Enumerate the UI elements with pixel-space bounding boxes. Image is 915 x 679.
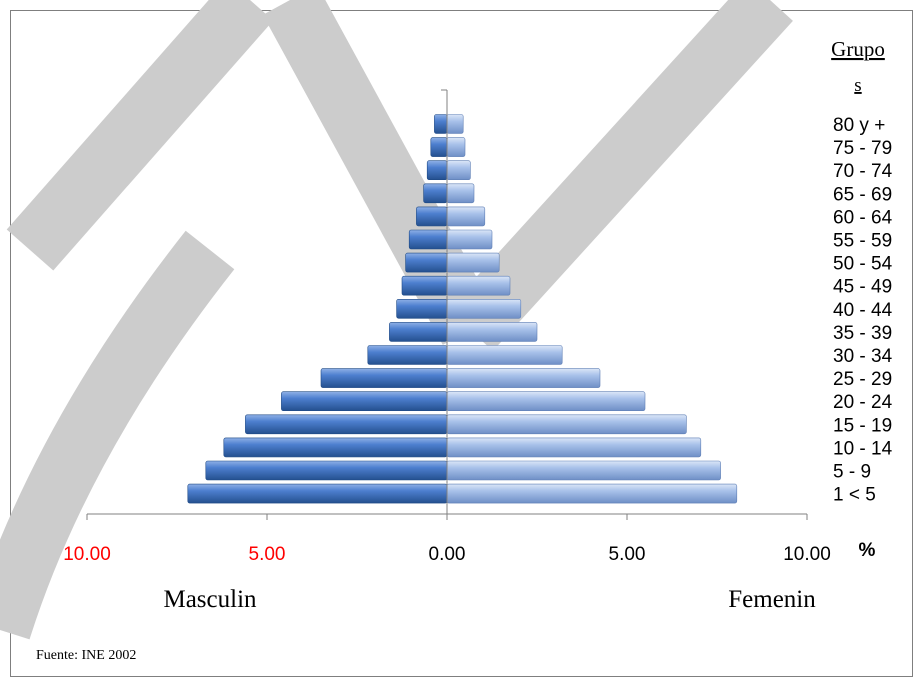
axes-group: 10.00 5.00 0.00 5.00 10.00: [63, 89, 831, 565]
category-label: 65 - 69: [833, 184, 892, 205]
category-label: 70 - 74: [833, 161, 893, 182]
bar-femenin: [446, 414, 687, 435]
x-unit-label: %: [859, 540, 876, 561]
bar-femenin: [446, 298, 522, 319]
category-label: 55 - 59: [833, 231, 892, 252]
bar-masculin: [405, 252, 448, 273]
category-label: 40 - 44: [833, 300, 893, 321]
bar-masculin: [434, 114, 448, 134]
bar-masculin: [396, 298, 448, 319]
bar-masculin: [416, 206, 448, 227]
bar-masculin: [223, 437, 448, 458]
bar-masculin: [430, 137, 448, 157]
watermark-stroke: [262, 0, 498, 345]
bar-masculin: [389, 322, 448, 342]
x-tick-label: 0.00: [429, 544, 466, 565]
category-label: 60 - 64: [833, 207, 893, 228]
legend-title-line2: s: [854, 75, 861, 96]
bar-femenin: [446, 206, 486, 227]
bar-masculin: [187, 483, 448, 504]
category-label: 15 - 19: [833, 415, 892, 436]
bar-masculin: [281, 391, 448, 412]
x-tick-label: 10.00: [783, 544, 831, 565]
bar-masculin: [245, 414, 448, 435]
bar-femenin: [446, 137, 466, 157]
bar-femenin: [446, 275, 511, 296]
category-label: 5 - 9: [833, 462, 871, 483]
x-tick-label: 5.00: [249, 544, 286, 565]
bar-femenin: [446, 391, 646, 412]
category-label: 35 - 39: [833, 323, 892, 344]
bar-masculin: [423, 183, 448, 204]
bars-group: [187, 114, 738, 504]
femenin-label: Femenin: [728, 586, 816, 613]
bar-masculin: [367, 345, 448, 365]
bar-masculin: [408, 229, 448, 250]
category-label: 30 - 34: [833, 346, 893, 367]
category-label: 45 - 49: [833, 277, 892, 298]
category-label: 25 - 29: [833, 369, 892, 390]
category-label: 10 - 14: [833, 438, 893, 459]
bar-femenin: [446, 229, 493, 250]
category-label: 1 < 5: [833, 485, 876, 506]
bar-femenin: [446, 368, 601, 388]
bar-femenin: [446, 160, 471, 180]
bar-femenin: [446, 345, 563, 365]
bar-femenin: [446, 183, 475, 204]
category-label: 80 y +: [833, 115, 885, 136]
bar-femenin: [446, 252, 500, 273]
bar-femenin: [446, 114, 464, 134]
bar-femenin: [446, 483, 738, 504]
watermark-stroke: [6, 0, 274, 271]
x-tick-label: 5.00: [609, 544, 646, 565]
bar-masculin: [401, 275, 448, 296]
bar-masculin: [320, 368, 448, 388]
watermark-stroke: [0, 230, 235, 640]
x-tick-label: 10.00: [63, 544, 111, 565]
category-label: 20 - 24: [833, 392, 893, 413]
bar-masculin: [205, 460, 448, 481]
bar-femenin: [446, 322, 538, 342]
bar-femenin: [446, 437, 702, 458]
bar-masculin: [426, 160, 448, 180]
watermark: [0, 0, 793, 640]
watermark-stroke: [447, 0, 793, 351]
category-label: 50 - 54: [833, 254, 893, 275]
masculin-label: Masculin: [163, 586, 257, 613]
chart-frame: [10, 10, 913, 677]
category-label: 75 - 79: [833, 138, 892, 159]
bar-femenin: [446, 460, 721, 481]
legend-title-line1: Grupo: [831, 37, 885, 61]
source-note: Fuente: INE 2002: [36, 648, 136, 663]
